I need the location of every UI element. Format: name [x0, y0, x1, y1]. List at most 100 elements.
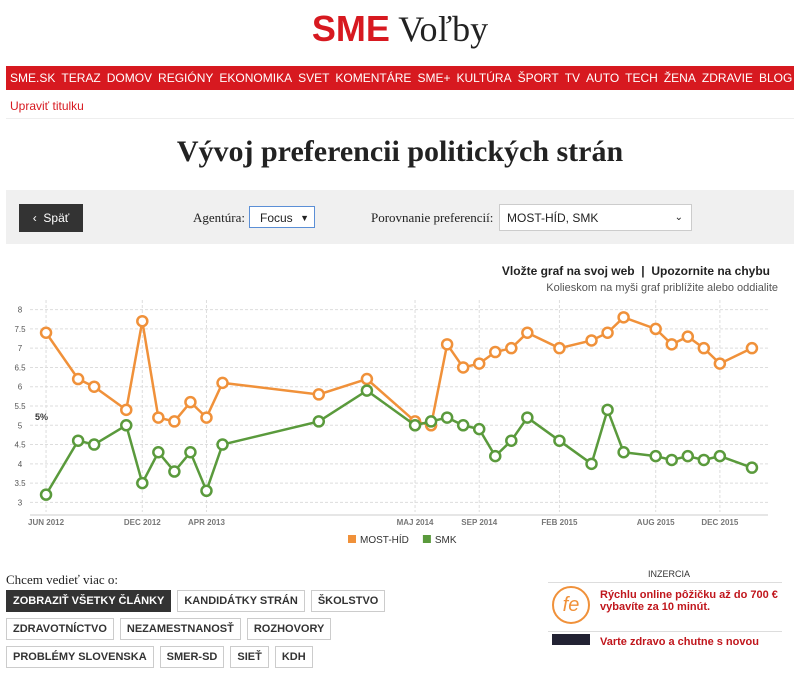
tag[interactable]: ROZHOVORY	[246, 618, 332, 640]
nav-item[interactable]: BLOG	[758, 71, 793, 85]
ad-1[interactable]	[548, 582, 782, 632]
data-point	[408, 419, 422, 432]
data-point	[697, 453, 711, 467]
y-tick-label: 6.5	[14, 363, 26, 372]
tag[interactable]: KDH	[274, 646, 313, 668]
data-point	[745, 341, 759, 355]
data-point	[505, 434, 518, 447]
tag[interactable]: SMER-SD	[159, 646, 225, 668]
data-point	[456, 361, 470, 374]
annotation: 5%	[35, 412, 48, 422]
tag[interactable]: KANDIDÁTKY STRÁN	[177, 590, 305, 612]
legend-label: SMK	[435, 535, 457, 546]
data-point	[665, 338, 678, 351]
nav-bar: SME.SK TERAZ DOMOV REGIÓNY EKONOMIKA SVET KOME…	[6, 66, 794, 90]
nav-item[interactable]: TECH	[625, 71, 658, 85]
tags: ZOBRAZIŤ VŠETKY ČLÁNKY KANDIDÁTKY STRÁN ŠK…	[6, 590, 436, 674]
y-tick-label: 3.5	[14, 479, 26, 488]
tag[interactable]: PROBLÉMY SLOVENSKA	[6, 646, 154, 668]
nav-item[interactable]: ZDRAVIE	[701, 71, 753, 85]
data-point	[649, 449, 662, 463]
data-point	[601, 403, 614, 417]
compare-select[interactable]: MOST-HÍD, SMK ⌄	[499, 204, 692, 231]
report-link[interactable]: Upozornite na chybu	[651, 264, 770, 278]
data-point	[216, 438, 229, 451]
data-point	[39, 488, 53, 501]
edit-link[interactable]: Upraviť titulku	[10, 99, 84, 113]
data-point	[489, 449, 502, 463]
y-tick-label: 4	[18, 460, 23, 469]
ad-text[interactable]: Varte zdravo a chutne s novou	[600, 636, 759, 648]
data-point	[152, 446, 165, 459]
tag[interactable]: SIEŤ	[230, 646, 269, 668]
data-point	[200, 484, 213, 498]
logo[interactable]: SME Voľby	[0, 8, 800, 50]
data-point	[71, 372, 85, 386]
data-point	[665, 453, 678, 467]
legend-label: MOST-HÍD	[360, 533, 409, 546]
data-point	[649, 322, 662, 336]
data-point	[136, 314, 149, 328]
data-point	[184, 395, 197, 409]
data-point	[136, 476, 149, 490]
tag[interactable]: ZOBRAZIŤ VŠETKY ČLÁNKY	[6, 590, 172, 612]
x-tick-label: DEC 2015	[701, 518, 738, 527]
x-tick-label: MAJ 2014	[397, 518, 434, 527]
agency-select[interactable]: Focus ▼	[249, 206, 315, 228]
y-tick-label: 7	[18, 344, 23, 353]
data-point	[312, 388, 326, 401]
embed-link[interactable]: Vložte graf na svoj web	[501, 264, 635, 278]
data-point	[585, 334, 598, 347]
legend-swatch	[348, 535, 356, 543]
data-point	[697, 341, 711, 355]
links: Vložte graf na svoj web | Upozornite na …	[501, 264, 770, 278]
data-point	[713, 449, 727, 463]
tag[interactable]: ŠKOLSTVO	[310, 590, 386, 612]
tag[interactable]: NEZAMESTNANOSŤ	[119, 618, 241, 640]
x-tick-label: APR 2013	[188, 518, 225, 527]
chart: 5% 3 3.5 4 4.5 5 5.5 6 6.5 7 7.5 8 JUN 2012 DEC 2012…	[14, 300, 768, 546]
nav-item[interactable]: ŠPORT	[517, 71, 559, 85]
y-tick-label: 8	[18, 306, 23, 315]
data-point	[617, 311, 630, 324]
nav-item[interactable]: REGIÓNY	[158, 71, 214, 85]
ad-text[interactable]: Rýchlu online pôžičku až do 700 € vybaví…	[600, 589, 778, 613]
nav-item[interactable]: SME.SK	[10, 71, 56, 85]
data-point	[39, 326, 53, 340]
agency-value: Focus	[260, 211, 293, 225]
x-tick-label: DEC 2012	[124, 518, 161, 527]
data-point	[71, 434, 85, 447]
nav-item[interactable]: SVET	[298, 71, 330, 85]
nav-item[interactable]: KOMENTÁRE	[335, 71, 412, 85]
nav-item[interactable]: EKONOMIKA	[219, 71, 293, 85]
x-tick-label: FEB 2015	[541, 518, 578, 527]
nav-item[interactable]: TV	[564, 71, 581, 85]
ad-label: INZERCIA	[648, 569, 691, 579]
data-point	[553, 341, 566, 355]
data-point	[553, 434, 566, 447]
page: SME Voľby SME.SK TERAZ DOMOV REGIÓNY EKONOMI…	[0, 8, 800, 668]
nav-item[interactable]: SME+	[417, 71, 451, 85]
nav-item[interactable]: AUTO	[586, 71, 620, 85]
data-point	[152, 411, 165, 424]
data-point	[521, 326, 534, 340]
data-point	[168, 465, 181, 478]
nav-item[interactable]: KULTÚRA	[456, 71, 512, 85]
agency-label: Agentúra:	[193, 210, 245, 225]
ad-image	[552, 634, 590, 645]
y-tick-label: 4.5	[14, 441, 26, 450]
nav-item[interactable]: ŽENA	[663, 71, 696, 85]
tag[interactable]: ZDRAVOTNÍCTVO	[6, 618, 114, 640]
data-point	[360, 372, 374, 386]
data-point	[585, 457, 598, 471]
data-point	[489, 345, 502, 359]
data-point	[360, 384, 374, 397]
data-point	[184, 446, 197, 459]
back-button[interactable]: ‹ Späť	[19, 204, 83, 232]
nav-item[interactable]: TERAZ	[61, 71, 101, 85]
y-tick-label: 6	[18, 383, 23, 392]
data-point	[472, 422, 486, 436]
nav-item[interactable]: DOMOV	[106, 71, 153, 85]
data-point	[168, 415, 181, 428]
data-point	[521, 411, 534, 424]
